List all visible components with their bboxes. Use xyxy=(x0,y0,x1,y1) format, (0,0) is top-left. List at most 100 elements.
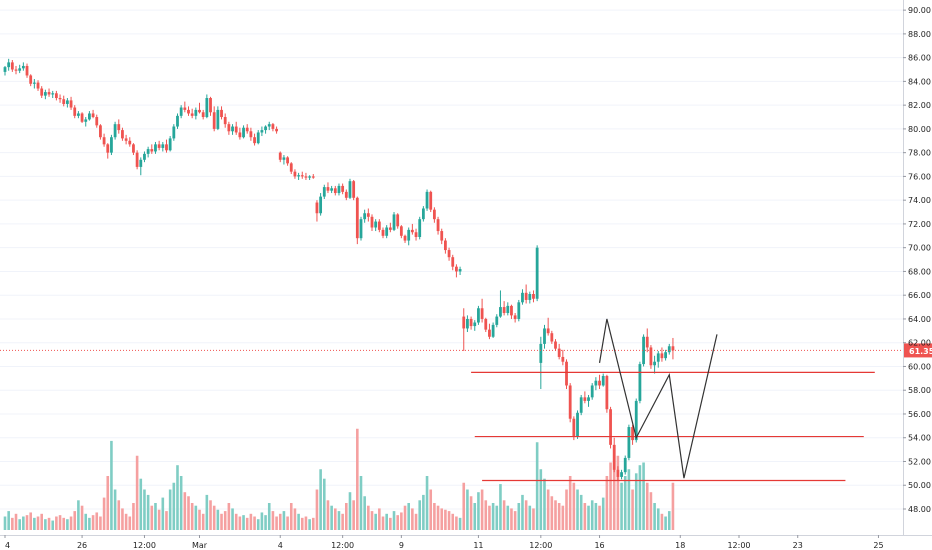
volume-bar xyxy=(590,500,594,530)
volume-bar xyxy=(275,516,278,530)
candle-body xyxy=(172,126,176,139)
candle-body xyxy=(557,348,561,357)
volume-bar xyxy=(95,512,99,530)
candle-body xyxy=(535,247,539,299)
candle-body xyxy=(444,240,447,251)
volume-bar xyxy=(422,494,425,530)
volume-bar xyxy=(18,519,21,530)
candle-body xyxy=(554,341,557,349)
candle-body xyxy=(414,232,418,237)
volume-bar xyxy=(124,513,128,530)
candle-body xyxy=(587,397,590,401)
volume-bar xyxy=(319,469,322,530)
x-tick-label: 12:00 xyxy=(727,541,750,550)
volume-bar xyxy=(51,520,55,530)
volume-bar xyxy=(69,516,73,530)
volume-bar xyxy=(286,516,289,530)
volume-bar xyxy=(25,515,29,530)
volume-bar xyxy=(132,503,135,530)
volume-bar xyxy=(198,509,201,530)
candle-body xyxy=(605,375,609,410)
volume-bar xyxy=(135,455,139,530)
candle-body xyxy=(370,216,374,228)
candle-body xyxy=(234,126,238,133)
volume-bar xyxy=(110,440,113,530)
volume-bar xyxy=(411,508,414,530)
candle-body xyxy=(436,219,440,232)
volume-bar xyxy=(488,505,491,530)
volume-bar xyxy=(458,517,462,530)
candle-body xyxy=(54,93,58,99)
candle-body xyxy=(80,113,84,122)
volume-bar xyxy=(117,500,121,530)
volume-bar xyxy=(642,462,645,530)
horizontal-levels[interactable] xyxy=(471,371,875,482)
volume-bar xyxy=(289,503,293,530)
volume-bar xyxy=(356,428,359,530)
candle-body xyxy=(649,347,653,366)
candle-body xyxy=(616,469,620,477)
volume-bar xyxy=(480,489,484,530)
volume-bar xyxy=(440,508,444,530)
candle-body xyxy=(40,88,44,96)
volume-bar xyxy=(326,500,330,530)
y-tick-label: 90.00 xyxy=(908,6,931,15)
candle-body xyxy=(154,144,157,152)
grid-lines xyxy=(0,9,903,510)
candle-body xyxy=(249,131,253,138)
candle-body xyxy=(543,328,546,344)
candle-body xyxy=(326,187,330,191)
candle-body xyxy=(135,152,139,167)
volume-bar xyxy=(58,515,62,530)
volume-bar xyxy=(11,517,14,530)
volume-bar xyxy=(374,513,377,530)
volume-bar xyxy=(587,505,590,530)
x-tick-label: 26 xyxy=(77,541,87,550)
candle-body xyxy=(117,124,121,131)
pattern-drawing[interactable] xyxy=(598,318,718,479)
candle-body xyxy=(359,219,363,239)
volume-bar xyxy=(179,476,183,530)
candle-body xyxy=(58,98,62,100)
candle-body xyxy=(488,329,491,337)
volume-bars xyxy=(3,428,675,530)
volume-bar xyxy=(385,513,388,530)
candle-body xyxy=(14,69,18,71)
candle-body xyxy=(161,144,165,148)
x-tick-label: 18 xyxy=(675,541,685,550)
volume-bar xyxy=(418,500,422,530)
candle-body xyxy=(510,305,513,316)
candle-body xyxy=(289,163,293,172)
volume-bar xyxy=(433,503,436,530)
last-price-label: 61.35 xyxy=(909,347,932,356)
y-tick-label: 74.00 xyxy=(908,196,931,205)
volume-bar xyxy=(554,500,557,530)
volume-bar xyxy=(282,511,286,530)
candle-body xyxy=(69,100,73,108)
x-tick-label: 12:00 xyxy=(529,541,552,550)
candle-body xyxy=(194,109,198,116)
volume-bar xyxy=(216,509,220,530)
volume-bar xyxy=(612,449,616,530)
candle-body xyxy=(388,227,392,230)
x-tick-label: 23 xyxy=(793,541,803,550)
candle-body xyxy=(304,176,308,178)
candle-body xyxy=(62,99,66,104)
volume-bar xyxy=(620,482,623,530)
volume-bar xyxy=(576,489,579,530)
candle-body xyxy=(264,126,267,131)
volume-bar xyxy=(594,503,598,530)
volume-bar xyxy=(348,492,352,530)
volume-bar xyxy=(425,476,429,530)
candle-body xyxy=(447,250,451,258)
volume-bar xyxy=(557,503,561,530)
candle-body xyxy=(671,346,675,351)
volume-bar xyxy=(609,462,612,530)
candle-body xyxy=(275,128,278,132)
candle-body xyxy=(245,127,249,132)
volume-bar xyxy=(73,511,77,530)
volume-bar xyxy=(264,515,267,530)
candle-body xyxy=(366,213,370,217)
volume-bar xyxy=(66,519,69,530)
